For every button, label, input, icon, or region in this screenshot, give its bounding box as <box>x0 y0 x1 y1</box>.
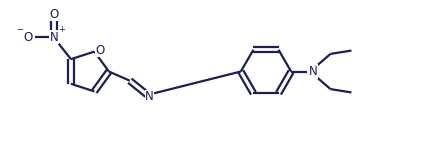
Text: N: N <box>145 90 154 103</box>
Text: O: O <box>49 8 59 21</box>
Text: O: O <box>23 31 33 44</box>
Text: +: + <box>58 25 65 34</box>
Text: N: N <box>308 65 317 78</box>
Text: −: − <box>16 25 23 34</box>
Text: N: N <box>50 31 58 44</box>
Text: O: O <box>96 44 105 57</box>
